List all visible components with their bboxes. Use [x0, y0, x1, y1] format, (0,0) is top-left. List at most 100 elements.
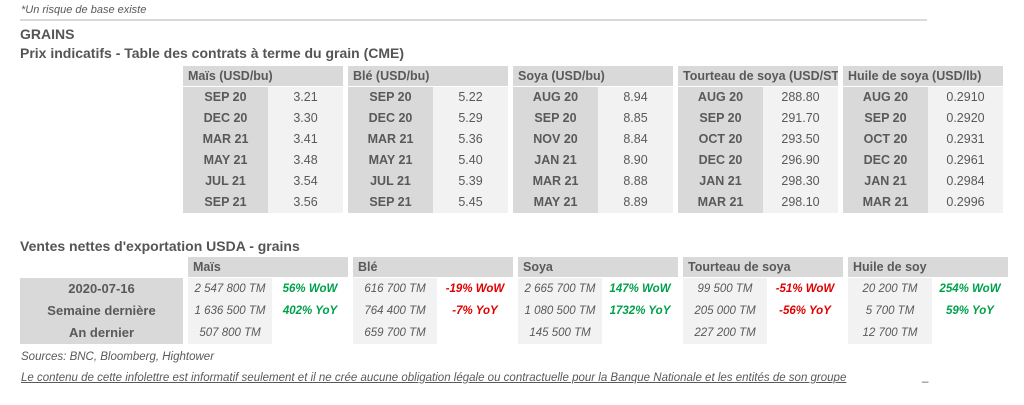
- contract-month: SEP 21: [183, 192, 268, 213]
- export-quantity: 99 500 TM: [683, 278, 767, 300]
- export-quantity: 616 700 TM: [353, 278, 437, 300]
- contract-month: MAR 21: [348, 129, 433, 150]
- contract-price: 8.84: [598, 129, 673, 150]
- exports-group-header: Tourteau de soya: [683, 257, 843, 277]
- futures-group-header: Soya (USD/bu): [513, 66, 673, 86]
- contract-price: 8.90: [598, 150, 673, 171]
- exports-row-label: Semaine dernière: [20, 300, 183, 322]
- futures-row: DEC 20 3.30: [183, 108, 343, 129]
- futures-row: MAR 21 3.41: [183, 129, 343, 150]
- contract-price: 5.36: [433, 129, 508, 150]
- futures-row: NOV 20 8.84: [513, 129, 673, 150]
- export-change-pct: 254% WoW: [932, 278, 1008, 300]
- contract-price: 5.40: [433, 150, 508, 171]
- exports-row: 507 800 TM: [188, 322, 348, 344]
- exports-table-title: Ventes nettes d'exportation USDA - grain…: [20, 238, 300, 254]
- export-quantity: 227 200 TM: [683, 322, 767, 344]
- futures-row: AUG 20 8.94: [513, 87, 673, 108]
- contract-month: AUG 20: [513, 87, 598, 108]
- contract-price: 3.56: [268, 192, 343, 213]
- exports-row: 20 200 TM 254% WoW: [848, 278, 1008, 300]
- futures-row: DEC 20 5.29: [348, 108, 508, 129]
- contract-price: 296.90: [763, 150, 838, 171]
- export-change-pct: 1732% YoY: [602, 300, 678, 322]
- export-change-pct: 147% WoW: [602, 278, 678, 300]
- contract-price: 3.54: [268, 171, 343, 192]
- exports-row: 2 547 800 TM 56% WoW: [188, 278, 348, 300]
- export-quantity: 1 636 500 TM: [188, 300, 272, 322]
- export-quantity: 659 700 TM: [353, 322, 437, 344]
- contract-month: JAN 21: [513, 150, 598, 171]
- contract-month: SEP 20: [678, 108, 763, 129]
- contract-month: DEC 20: [843, 150, 928, 171]
- contract-price: 293.50: [763, 129, 838, 150]
- contract-price: 5.39: [433, 171, 508, 192]
- contract-month: MAY 21: [348, 150, 433, 171]
- futures-group-header: Huile de soya (USD/lb): [843, 66, 1003, 86]
- futures-row: JUL 21 5.39: [348, 171, 508, 192]
- contract-month: SEP 20: [513, 108, 598, 129]
- contract-month: DEC 20: [678, 150, 763, 171]
- futures-row: MAY 21 5.40: [348, 150, 508, 171]
- contract-month: AUG 20: [678, 87, 763, 108]
- contract-price: 0.2984: [928, 171, 1003, 192]
- export-change-pct: 59% YoY: [932, 300, 1008, 322]
- futures-group-4: Huile de soya (USD/lb) AUG 20 0.2910 SEP 20…: [843, 66, 1003, 213]
- contract-price: 3.21: [268, 87, 343, 108]
- export-quantity: 1 080 500 TM: [518, 300, 602, 322]
- exports-row-label: 2020-07-16: [20, 278, 183, 300]
- exports-row: 764 400 TM -7% YoY: [353, 300, 513, 322]
- contract-month: MAY 21: [513, 192, 598, 213]
- contract-price: 3.48: [268, 150, 343, 171]
- contract-month: SEP 20: [843, 108, 928, 129]
- futures-row: JAN 21 298.30: [678, 171, 838, 192]
- contract-month: JAN 21: [678, 171, 763, 192]
- futures-row: MAR 21 0.2996: [843, 192, 1003, 213]
- futures-row: MAY 21 3.48: [183, 150, 343, 171]
- exports-group-0: Maïs 2 547 800 TM 56% WoW 1 636 500 TM 402% …: [188, 257, 348, 344]
- futures-row: OCT 20 0.2931: [843, 129, 1003, 150]
- contract-price: 0.2931: [928, 129, 1003, 150]
- export-quantity: 5 700 TM: [848, 300, 932, 322]
- futures-row: JUL 21 3.54: [183, 171, 343, 192]
- contract-price: 5.29: [433, 108, 508, 129]
- exports-label-column: 2020-07-16 Semaine dernière An dernier: [20, 257, 183, 344]
- futures-row: SEP 21 3.56: [183, 192, 343, 213]
- export-quantity: 764 400 TM: [353, 300, 437, 322]
- exports-row: 1 636 500 TM 402% YoY: [188, 300, 348, 322]
- exports-row: 12 700 TM: [848, 322, 1008, 344]
- futures-row: SEP 20 0.2920: [843, 108, 1003, 129]
- futures-row: SEP 20 5.22: [348, 87, 508, 108]
- contract-price: 3.30: [268, 108, 343, 129]
- exports-row-label: An dernier: [20, 322, 183, 344]
- contract-price: 298.30: [763, 171, 838, 192]
- futures-row: SEP 20 291.70: [678, 108, 838, 129]
- disclaimer-line: Le contenu de cette infolettre est infor…: [21, 372, 847, 384]
- futures-row: OCT 20 293.50: [678, 129, 838, 150]
- contract-price: 3.41: [268, 129, 343, 150]
- contract-month: NOV 20: [513, 129, 598, 150]
- section-title-grains: GRAINS: [20, 26, 75, 42]
- contract-month: AUG 20: [843, 87, 928, 108]
- futures-row: SEP 20 8.85: [513, 108, 673, 129]
- futures-row: MAR 21 8.88: [513, 171, 673, 192]
- futures-group-3: Tourteau de soya (USD/ST AUG 20 288.80 SEP …: [678, 66, 838, 213]
- futures-row: JAN 21 8.90: [513, 150, 673, 171]
- contract-month: JUL 21: [183, 171, 268, 192]
- contract-month: MAR 21: [513, 171, 598, 192]
- contract-month: SEP 20: [183, 87, 268, 108]
- export-quantity: 145 500 TM: [518, 322, 602, 344]
- futures-row: DEC 20 0.2961: [843, 150, 1003, 171]
- export-change-pct: [602, 322, 678, 344]
- contract-month: OCT 20: [843, 129, 928, 150]
- contract-month: MAR 21: [678, 192, 763, 213]
- futures-row: JAN 21 0.2984: [843, 171, 1003, 192]
- contract-price: 291.70: [763, 108, 838, 129]
- futures-row: DEC 20 296.90: [678, 150, 838, 171]
- exports-label-header-spacer: [20, 257, 183, 278]
- contract-month: JUL 21: [348, 171, 433, 192]
- exports-group-header: Soya: [518, 257, 678, 277]
- exports-group-2: Soya 2 665 700 TM 147% WoW 1 080 500 TM 1732…: [518, 257, 678, 344]
- exports-row: 5 700 TM 59% YoY: [848, 300, 1008, 322]
- horizontal-divider: [20, 19, 927, 21]
